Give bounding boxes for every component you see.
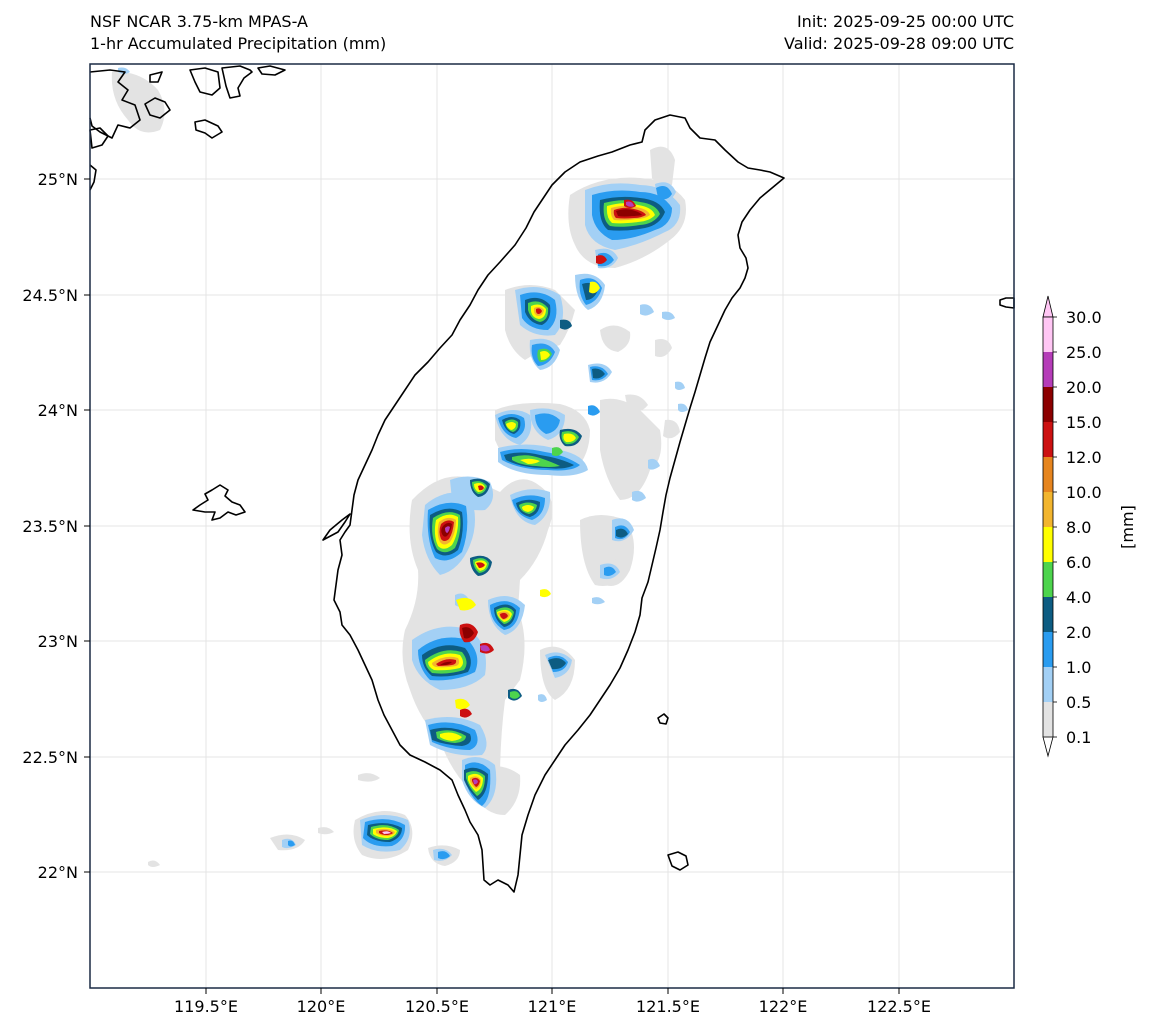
lon-tick-label: 120.5°E (405, 997, 469, 1016)
colorbar-level-label: 2.0 (1066, 623, 1091, 642)
colorbar-level-label: 1.0 (1066, 658, 1091, 677)
colorbar-level-label: 8.0 (1066, 518, 1091, 537)
colorbar-unit-label: [mm] (1118, 505, 1137, 549)
coastlines (89, 65, 1015, 893)
init-time: Init: 2025-09-25 00:00 UTC (796, 12, 1014, 31)
colorbar-swatch (1043, 527, 1053, 563)
field-title: 1-hr Accumulated Precipitation (mm) (90, 34, 387, 53)
lon-tick-label: 122.5°E (867, 997, 931, 1016)
colorbar-swatch (1043, 492, 1053, 528)
colorbar-level-label: 0.1 (1066, 728, 1091, 747)
colorbar-level-label: 20.0 (1066, 378, 1102, 397)
colorbar-swatch (1043, 422, 1053, 458)
colorbar-swatch (1043, 667, 1053, 703)
lat-tick-label: 23°N (38, 632, 78, 651)
lon-tick-label: 121.5°E (636, 997, 700, 1016)
colorbar-level-label: 30.0 (1066, 308, 1102, 327)
colorbar-swatch (1043, 632, 1053, 668)
colorbar-top-arrow (1042, 295, 1054, 318)
colorbar-level-label: 4.0 (1066, 588, 1091, 607)
colorbar-swatch (1043, 352, 1053, 388)
colorbar-level-label: 25.0 (1066, 343, 1102, 362)
colorbar-level-label: 12.0 (1066, 448, 1102, 467)
taiwan-coastline (333, 114, 785, 893)
colorbar-bottom-arrow (1042, 736, 1054, 758)
colorbar-swatch (1043, 702, 1053, 738)
colorbar-level-label: 15.0 (1066, 413, 1102, 432)
lat-tick-label: 23.5°N (22, 517, 78, 536)
lat-tick-label: 25°N (38, 170, 78, 189)
lon-tick-label: 121°E (528, 997, 577, 1016)
colorbar-level-label: 6.0 (1066, 553, 1091, 572)
colorbar-swatch (1043, 387, 1053, 423)
lat-tick-label: 22.5°N (22, 748, 78, 767)
model-title: NSF NCAR 3.75-km MPAS-A (90, 12, 308, 31)
colorbar-swatch (1043, 597, 1053, 633)
valid-time: Valid: 2025-09-28 09:00 UTC (783, 34, 1014, 53)
colorbar-swatch (1043, 317, 1053, 353)
lat-tick-label: 22°N (38, 863, 78, 882)
lon-tick-label: 122°E (759, 997, 808, 1016)
lon-tick-label: 119.5°E (174, 997, 238, 1016)
precip-core-areas (382, 201, 642, 834)
colorbar-swatch (1043, 562, 1053, 598)
lat-tick-label: 24°N (38, 401, 78, 420)
colorbar-level-label: 10.0 (1066, 483, 1102, 502)
penghu-coastline (192, 484, 246, 521)
colorbar: 30.0 25.0 20.0 15.0 12.0 10.0 8.0 6.0 4.0 2.0 1.0 0… (1042, 295, 1137, 758)
lat-tick-label: 24.5°N (22, 286, 78, 305)
colorbar-level-label: 0.5 (1066, 693, 1091, 712)
lon-tick-label: 120°E (297, 997, 346, 1016)
tick-marks (84, 178, 900, 994)
colorbar-swatch (1043, 457, 1053, 493)
